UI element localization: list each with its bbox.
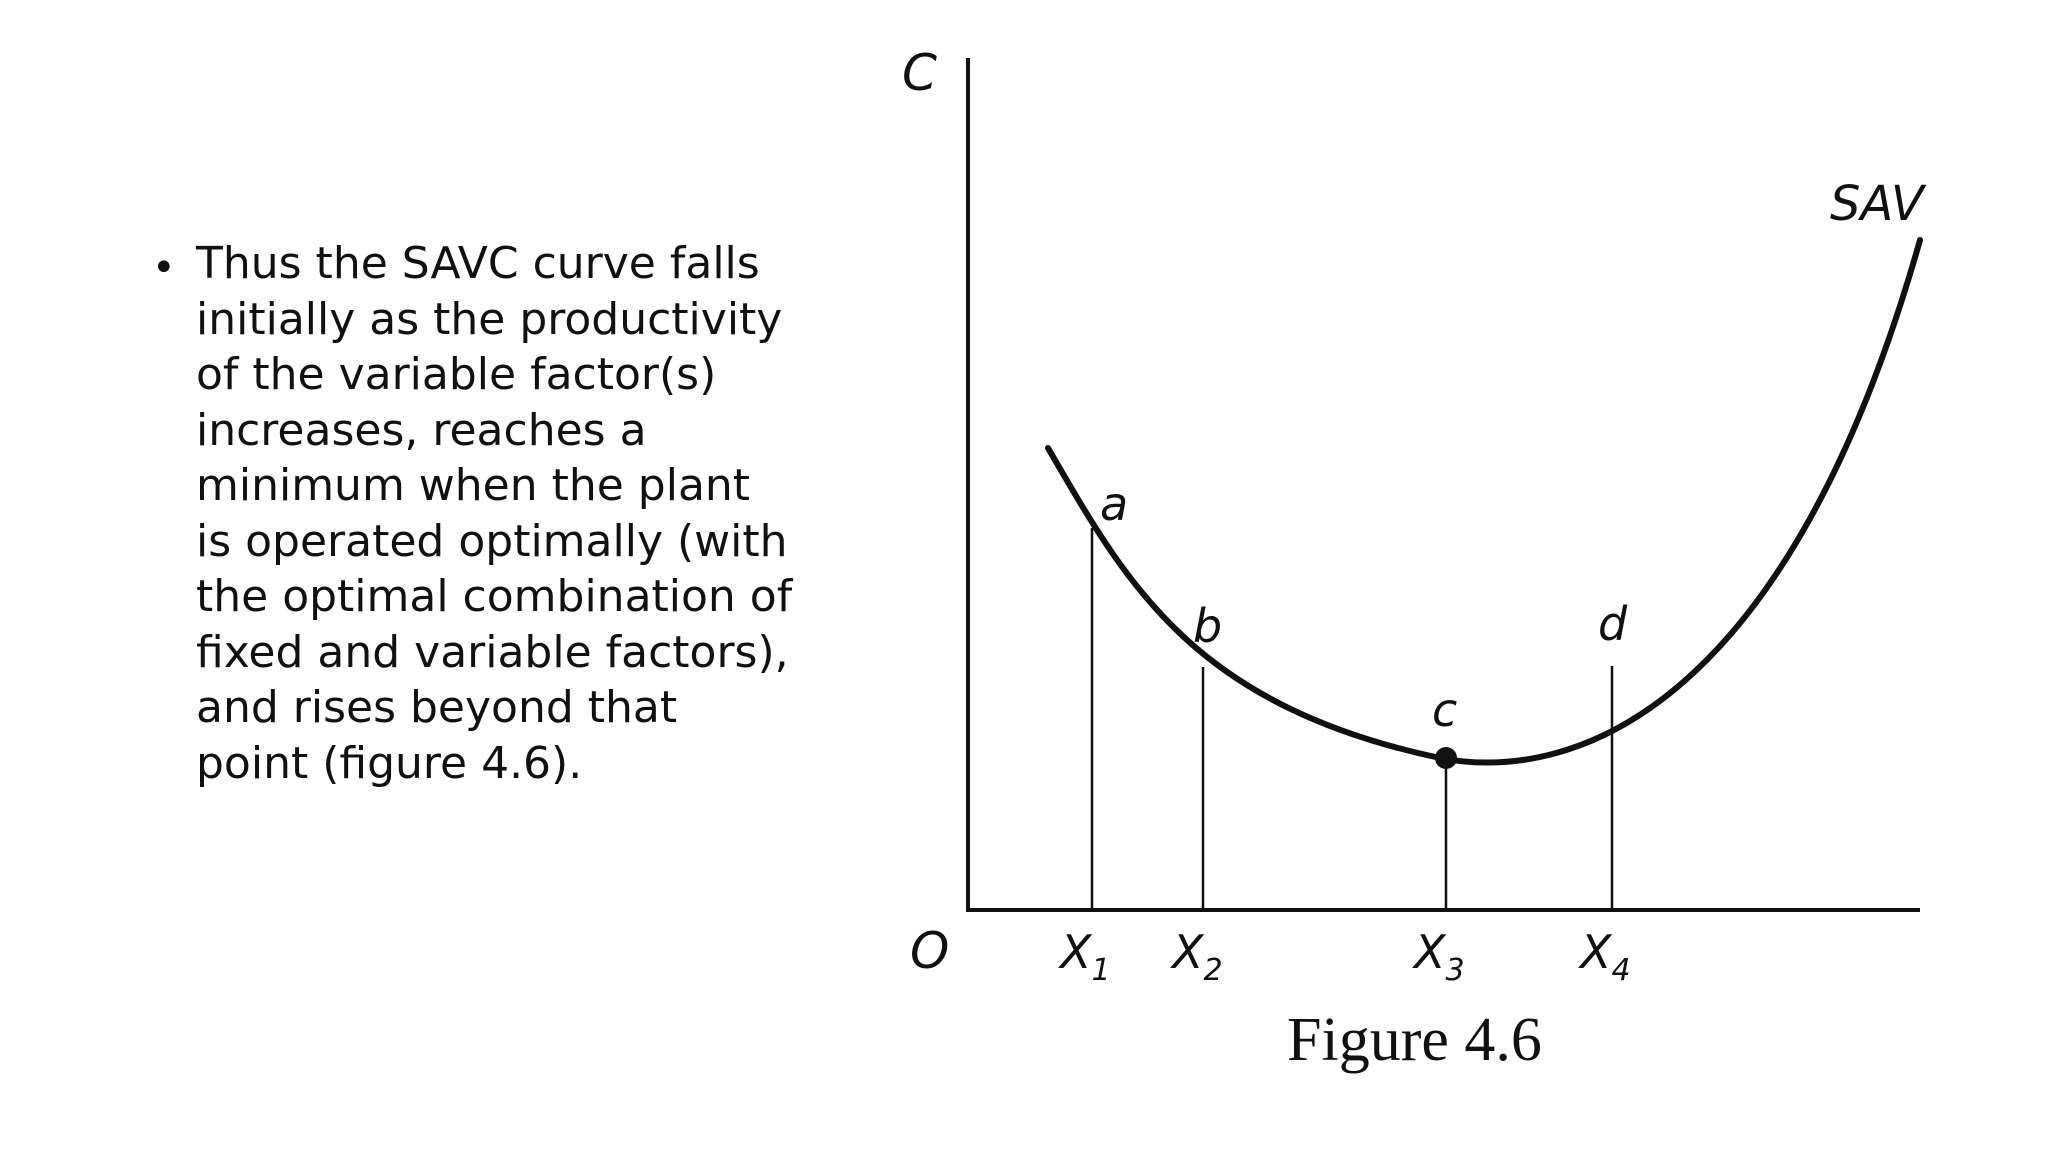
minimum-point-marker [1435, 747, 1457, 769]
bullet-dot-icon: • [152, 245, 176, 291]
point-label-a: a [1100, 477, 1128, 531]
point-label-d: d [1598, 597, 1628, 651]
curve-label: SAV [1830, 176, 1927, 232]
point-label-c: c [1432, 683, 1457, 737]
bullet-text: Thus the SAVC curve falls initially as t… [196, 238, 793, 789]
figure-caption: Figure 4.6 [1287, 1006, 1542, 1074]
savc-curve [1045, 237, 1923, 766]
x-tick-label-3: X3 [1412, 925, 1465, 988]
x-tick-label-4: X4 [1578, 925, 1631, 988]
savc-figure: C O SAV a b c d X1 X2 X3 X4 Figure 4.6 [880, 40, 1940, 1100]
y-axis-label: C [902, 44, 937, 102]
origin-label: O [910, 922, 949, 980]
savc-diagram: C O SAV a b c d X1 X2 X3 X4 Figure 4.6 [902, 44, 1927, 1074]
x-tick-label-2: X2 [1170, 925, 1223, 988]
x-tick-label-1: X1 [1058, 925, 1111, 988]
point-label-b: b [1193, 599, 1222, 653]
